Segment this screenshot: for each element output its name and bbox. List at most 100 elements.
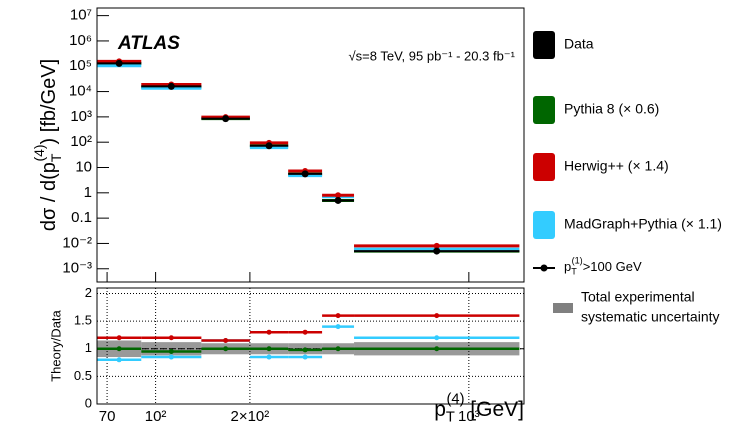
- label-rest: >100 GeV: [583, 259, 642, 274]
- label: dσ / d(pT(4)) [fb/GeV]: [31, 59, 64, 231]
- bin-mark: [288, 170, 323, 178]
- label-base: p: [564, 259, 571, 274]
- y-tick-label: 1: [84, 184, 92, 201]
- y-tick-label: 10³: [70, 108, 92, 125]
- ratio-mark: [354, 346, 520, 352]
- point: [222, 115, 230, 123]
- legend-swatch: [533, 153, 555, 181]
- ratio-mark: [354, 313, 520, 319]
- ratio-mark: [141, 354, 202, 360]
- y-tick-label: 10²: [70, 133, 92, 150]
- point: [265, 142, 273, 150]
- bin-mark: [141, 82, 202, 90]
- ratio-point: [302, 347, 308, 353]
- label-sub: T: [48, 153, 64, 162]
- ratio-point: [335, 313, 341, 319]
- x-tick-label: 10²: [145, 408, 167, 425]
- ratio-mark: [141, 349, 202, 355]
- ratio-mark: [97, 346, 142, 352]
- y-tick-label: 10⁴: [69, 83, 92, 100]
- y-tick-label: 10: [75, 158, 92, 175]
- point: [433, 247, 441, 255]
- annotation: √s=8 TeV, 95 pb⁻¹ - 20.3 fb⁻¹: [349, 48, 516, 63]
- label-sup: (1): [572, 256, 583, 266]
- label: pT(1)>100 GeV: [564, 256, 642, 277]
- ratio-mark: [288, 354, 323, 360]
- legend-swatch: [533, 211, 555, 239]
- label-base: p: [434, 398, 446, 421]
- bin-mark: [322, 196, 355, 204]
- ratio-point: [116, 357, 122, 363]
- y-tick-label: 0.1: [71, 209, 92, 226]
- ratio-mark: [288, 347, 323, 353]
- ratio-point: [434, 313, 440, 319]
- legend-label: Herwig++ (× 1.4): [564, 158, 669, 174]
- ratio-point: [434, 335, 440, 341]
- bin-mark: [322, 192, 355, 199]
- ratio-point: [223, 337, 229, 343]
- y-tick-label: 10⁵: [69, 57, 92, 74]
- label-sub: T: [571, 267, 577, 277]
- ratio-point: [266, 346, 272, 352]
- label-sup: (4): [447, 391, 465, 407]
- legend-label: Pythia 8 (× 0.6): [564, 101, 659, 117]
- x-tick-label: 70: [99, 408, 116, 425]
- bin-mark: [354, 242, 520, 249]
- point: [115, 59, 123, 67]
- ratio-mark: [322, 313, 355, 319]
- label-base: dσ / d(p: [38, 162, 60, 231]
- x-tick-label: 2×10²: [230, 408, 269, 425]
- brand: ATLAS: [117, 33, 180, 54]
- ratio-mark: [141, 335, 202, 341]
- point: [167, 82, 175, 90]
- bin-mark: [249, 142, 289, 150]
- y-tick-label: 2: [85, 285, 92, 300]
- label-sub: T: [446, 409, 455, 425]
- ratio-mark: [97, 357, 142, 363]
- legend-point: [540, 264, 548, 272]
- ratio-point: [168, 335, 174, 341]
- ratio-mark: [201, 337, 250, 343]
- point: [335, 192, 342, 199]
- legend-label: Data: [564, 36, 594, 52]
- legend-swatch: [533, 31, 555, 59]
- x-tick-label: 10³: [458, 408, 480, 425]
- ratio-point: [434, 346, 440, 352]
- legend-label: systematic uncertainty: [581, 309, 720, 325]
- ratio-mark: [249, 329, 289, 335]
- ratio-point: [335, 324, 341, 330]
- ratio-point: [302, 329, 308, 335]
- y-tick-label: 10⁶: [69, 32, 92, 49]
- label-rest: ) [fb/GeV]: [38, 59, 60, 145]
- ratio-mark: [322, 324, 355, 330]
- ratio-mark: [249, 354, 289, 360]
- point: [301, 170, 309, 178]
- ratio-mark: [322, 346, 355, 352]
- ratio-mark: [201, 346, 250, 352]
- ratio-point: [116, 335, 122, 341]
- point: [433, 242, 440, 249]
- y-tick-label: 10⁻²: [62, 234, 92, 251]
- ratio-point: [266, 354, 272, 360]
- label: pT (4) [GeV]: [434, 391, 524, 425]
- legend-label: MadGraph+Pythia (× 1.1): [564, 216, 722, 232]
- bin-mark: [354, 247, 520, 255]
- frame: [96, 7, 525, 283]
- ratio-point: [116, 346, 122, 352]
- y-tick-label: 0.5: [74, 368, 92, 383]
- y-tick-label: 1.5: [74, 313, 92, 328]
- legend-label: Total experimental: [581, 289, 695, 305]
- bin-mark: [97, 59, 142, 67]
- frame: [96, 287, 525, 405]
- ratio-mark: [97, 335, 142, 341]
- y-tick-label: 10⁻³: [62, 260, 92, 277]
- ratio-point: [223, 346, 229, 352]
- ratio-point: [335, 346, 341, 352]
- point: [334, 196, 342, 204]
- bin-mark: [201, 115, 250, 123]
- ratio-point: [168, 354, 174, 360]
- legend-swatch: [553, 303, 573, 313]
- legend-swatch: [533, 96, 555, 124]
- y-tick-label: 10⁷: [70, 7, 92, 24]
